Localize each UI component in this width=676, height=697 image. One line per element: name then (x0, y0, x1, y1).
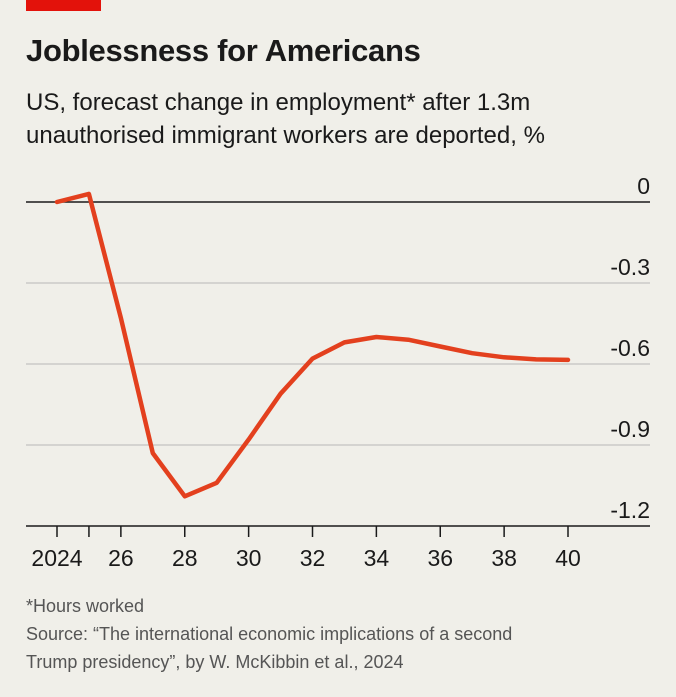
line-chart: 0 -0.3 -0.6 -0.9 -1.2 2024 26 28 30 32 34 36 38 40 (26, 173, 650, 571)
source-line-1: Source: “The international economic impl… (26, 624, 513, 644)
x-tick-label: 36 (427, 545, 453, 571)
tick-labels: 0 -0.3 -0.6 -0.9 -1.2 2024 26 28 30 32 34 36 38 40 (31, 173, 650, 571)
subtitle-line-2: unauthorised immigrant workers are depor… (26, 122, 545, 149)
x-axis (26, 525, 650, 537)
y-tick-label: -1.2 (610, 497, 650, 523)
x-tick-label: 34 (364, 545, 390, 571)
series-line (54, 191, 571, 499)
y-tick-label: -0.3 (610, 254, 650, 280)
x-tick-label: 2024 (31, 545, 82, 571)
footnote-note: *Hours worked (26, 596, 145, 616)
x-tick-label: 38 (491, 545, 517, 571)
x-tick-label: 26 (108, 545, 134, 571)
chart-subtitle: US, forecast change in employment* after… (26, 86, 666, 152)
y-tick-label: -0.9 (610, 416, 650, 442)
x-tick-label: 28 (172, 545, 198, 571)
series-layer (54, 191, 571, 499)
y-tick-label: -0.6 (610, 335, 650, 361)
chart-title: Joblessness for Americans (26, 33, 421, 68)
x-tick-label: 32 (300, 545, 326, 571)
accent-bar (26, 0, 101, 11)
gridlines (26, 201, 650, 446)
y-tick-label: 0 (637, 173, 650, 199)
subtitle-line-1: US, forecast change in employment* after… (26, 89, 531, 116)
x-tick-label: 40 (555, 545, 581, 571)
chart-footnote: *Hours worked Source: “The international… (26, 592, 512, 676)
x-tick-label: 30 (236, 545, 262, 571)
source-line-2: Trump presidency”, by W. McKibbin et al.… (26, 652, 404, 672)
